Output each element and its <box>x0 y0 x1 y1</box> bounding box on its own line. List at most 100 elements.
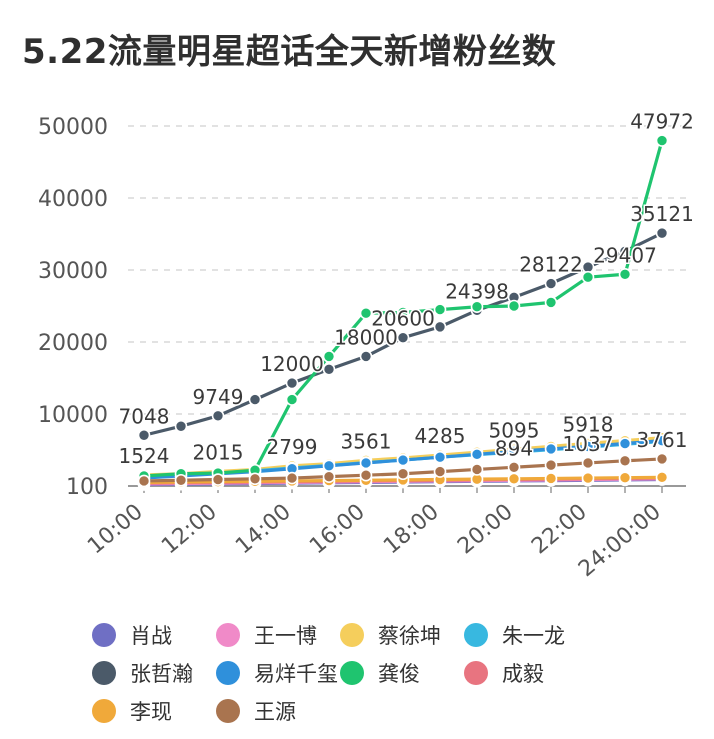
data-point <box>174 419 188 433</box>
y-tick-label: 100 <box>66 475 108 500</box>
data-point <box>507 472 521 486</box>
legend-label: 蔡徐坤 <box>378 624 441 648</box>
data-label: 1037 <box>563 432 614 456</box>
data-point <box>655 134 669 147</box>
legend-label: 易烊千玺 <box>254 662 338 686</box>
legend-item[interactable]: 肖战 <box>92 620 172 650</box>
data-point <box>581 471 595 485</box>
data-point <box>211 473 225 486</box>
legend-item[interactable]: 龚俊 <box>340 658 420 688</box>
data-point <box>322 459 336 473</box>
legend-label: 王源 <box>254 700 296 724</box>
data-point <box>470 448 484 461</box>
legend-item[interactable]: 王一博 <box>216 620 317 650</box>
data-point <box>544 296 558 309</box>
data-label: 1524 <box>119 444 170 468</box>
x-tick-label: 14:00 <box>231 499 296 559</box>
data-point <box>322 350 336 363</box>
data-point <box>544 442 558 456</box>
data-point <box>433 303 447 316</box>
legend-swatch <box>92 661 116 685</box>
data-point <box>470 463 484 476</box>
data-point <box>507 299 521 313</box>
data-point <box>359 468 373 482</box>
data-point <box>655 452 669 466</box>
data-point <box>507 445 521 458</box>
data-point <box>396 306 410 319</box>
data-label: 35121 <box>630 202 694 226</box>
data-label: 5095 <box>489 418 540 442</box>
data-point <box>322 470 336 483</box>
y-tick-label: 50000 <box>38 115 108 140</box>
data-label: 12000 <box>260 352 324 376</box>
legend-item[interactable]: 成毅 <box>464 658 544 688</box>
data-point <box>655 434 669 447</box>
legend-label: 龚俊 <box>378 662 420 686</box>
data-label: 2015 <box>193 440 244 464</box>
data-point <box>618 454 632 468</box>
data-point <box>359 456 373 470</box>
legend-label: 朱一龙 <box>502 624 565 648</box>
data-point <box>433 465 447 478</box>
x-tick-label: 20:00 <box>453 499 518 559</box>
data-label: 3761 <box>637 428 688 452</box>
data-point <box>581 440 595 453</box>
legend-item[interactable]: 朱一龙 <box>464 620 565 650</box>
data-point <box>359 350 373 363</box>
data-point <box>618 437 632 450</box>
data-label: 29407 <box>593 243 657 267</box>
data-label: 47972 <box>630 110 694 134</box>
legend-swatch <box>340 623 364 647</box>
data-point <box>470 300 484 314</box>
x-tick-label: 24:00:00 <box>574 499 666 582</box>
x-tick-label: 10:00 <box>83 499 148 559</box>
x-tick-label: 12:00 <box>157 499 222 559</box>
data-point <box>137 428 151 442</box>
y-tick-label: 30000 <box>38 259 108 284</box>
legend-item[interactable]: 蔡徐坤 <box>340 620 441 650</box>
legend-item[interactable]: 张哲瀚 <box>92 658 193 688</box>
legend-label: 成毅 <box>502 662 544 686</box>
data-point <box>544 277 558 290</box>
legend-swatch <box>92 699 116 723</box>
data-point <box>396 453 410 467</box>
data-point <box>359 306 373 320</box>
legend-item[interactable]: 李现 <box>92 696 172 726</box>
legend-swatch <box>216 661 240 685</box>
data-point <box>581 270 595 284</box>
y-tick-label: 20000 <box>38 331 108 356</box>
x-tick-label: 18:00 <box>379 499 444 559</box>
legend-item[interactable]: 易烊千玺 <box>216 658 338 688</box>
data-point <box>507 460 521 474</box>
legend-swatch <box>464 623 488 647</box>
data-label: 18000 <box>334 325 398 349</box>
data-point <box>544 458 558 472</box>
data-point <box>285 376 299 390</box>
data-point <box>396 331 410 344</box>
x-tick-label: 16:00 <box>305 499 370 559</box>
data-label: 20600 <box>371 307 435 331</box>
data-point <box>285 393 299 406</box>
data-label: 7048 <box>119 404 170 428</box>
data-point <box>433 320 447 334</box>
data-point <box>655 226 669 240</box>
data-label: 28122 <box>519 253 583 277</box>
legend-swatch <box>340 661 364 685</box>
data-point <box>248 472 262 486</box>
legend-swatch <box>464 661 488 685</box>
x-tick-label: 22:00 <box>527 499 592 559</box>
legend-item[interactable]: 王源 <box>216 696 296 726</box>
data-label: 3561 <box>341 429 392 453</box>
data-point <box>285 471 299 485</box>
data-point <box>618 267 632 281</box>
chart-title: 5.22流量明星超话全天新增粉丝数 <box>22 32 557 72</box>
legend-label: 张哲瀚 <box>130 662 193 686</box>
legend-label: 李现 <box>130 700 172 724</box>
data-label: 4285 <box>415 424 466 448</box>
data-point <box>655 471 669 484</box>
data-point <box>211 409 225 423</box>
y-tick-label: 40000 <box>38 187 108 212</box>
data-point <box>396 467 410 481</box>
